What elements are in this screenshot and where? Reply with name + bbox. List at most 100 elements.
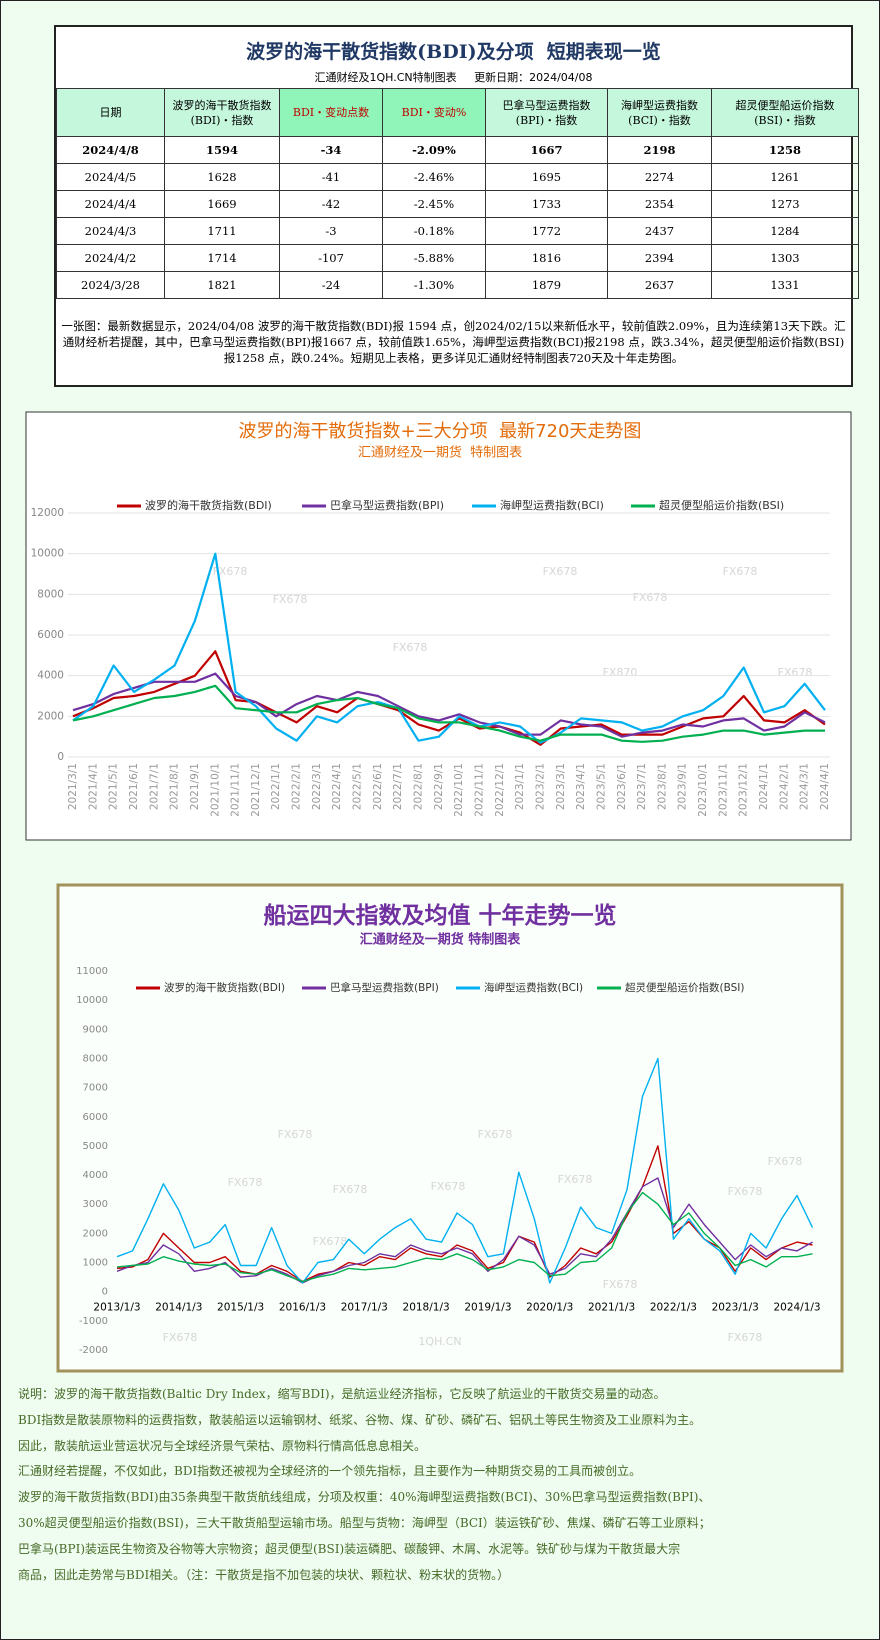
x-tick-label: 2019/1/3 [464, 1302, 511, 1314]
table-cell: 1258 [711, 136, 859, 164]
series-line [116, 1145, 813, 1283]
watermark: FX678 [313, 1235, 348, 1248]
y-tick-label: 6000 [83, 1112, 108, 1123]
footer-notes: 说明：波罗的海干散货指数(Baltic Dry Index，缩写BDI)，是航运… [18, 1385, 868, 1591]
legend-label: 超灵便型船运价指数(BSI) [659, 498, 784, 512]
legend-label: 海岬型运费指数(BCI) [500, 498, 604, 512]
y-tick-label: 6000 [37, 629, 64, 641]
x-tick-label: 2023/4/1 [575, 763, 587, 810]
series-line [116, 1191, 813, 1283]
header-text: 超灵便型船运价指数 [735, 98, 835, 112]
x-tick-label: 2023/3/1 [555, 763, 567, 810]
watermark: FX678 [728, 1331, 763, 1344]
legend-label: 巴拿马型运费指数(BPI) [330, 981, 439, 994]
footer-line: BDI指数是散装原物料的运费指数，散装船运以运输钢材、纸浆、谷物、煤、矿砂、磷矿… [18, 1412, 702, 1427]
x-tick-label: 2017/1/3 [341, 1302, 388, 1314]
x-tick-label: 2021/10/1 [209, 763, 221, 817]
series-line [116, 1057, 814, 1284]
x-tick-label: 2023/1/1 [514, 763, 526, 810]
data-row: 2024/3/28 1821 -24 -1.30% 1879 2637 1331 [56, 271, 859, 299]
y-tick-label: 12000 [31, 507, 64, 519]
x-tick-label: 2022/9/1 [433, 763, 445, 810]
series-line [72, 650, 826, 746]
y-tick-label: -2000 [79, 1345, 108, 1356]
header-cell: 巴拿马型运费指数 (BPI)・指数 [485, 88, 608, 137]
table-cell: -5.88% [382, 244, 486, 272]
header-text: 巴拿马型运费指数 [502, 98, 591, 112]
y-tick-label: 11000 [76, 966, 108, 977]
chart-title: 波罗的海干散货指数+三大分项 最新720天走势图 [239, 421, 642, 442]
x-tick-label: 2022/12/1 [494, 763, 506, 817]
watermark: FX678 [333, 1183, 368, 1196]
x-tick-label: 2021/7/1 [148, 763, 160, 810]
series-line [72, 552, 826, 744]
x-tick-label: 2021/12/1 [250, 763, 262, 817]
x-tick-label: 2023/8/1 [656, 763, 668, 810]
series-line [72, 684, 825, 743]
y-tick-label: 1000 [83, 1258, 108, 1269]
table-cell: -42 [279, 190, 383, 218]
header-text: (BSI)・指数 [754, 113, 816, 127]
table-cell: 2637 [607, 271, 712, 299]
table-cell: 2274 [607, 163, 712, 191]
table-cell: 1331 [711, 271, 859, 299]
watermark: FX870 [603, 666, 638, 679]
watermark: FX678 [213, 565, 248, 578]
x-tick-label: 2022/4/1 [331, 763, 343, 810]
y-tick-label: 0 [102, 1287, 108, 1298]
watermark: FX678 [431, 1180, 466, 1193]
watermark: FX678 [273, 593, 308, 606]
x-tick-label: 2022/11/1 [473, 763, 485, 817]
header-cell: 日期 [56, 88, 165, 137]
legend-label: 波罗的海干散货指数(BDI) [145, 498, 272, 512]
watermark: FX678 [228, 1176, 263, 1189]
y-tick-label: 10000 [76, 995, 108, 1006]
x-tick-label: 2016/1/3 [279, 1302, 326, 1314]
summary-panel: 波罗的海干散货指数(BDI)及分项 短期表现一览 汇通财经及1QH.CN特制图表… [54, 25, 859, 387]
x-tick-label: 2023/9/1 [677, 763, 689, 810]
x-tick-label: 2023/2/1 [534, 763, 546, 810]
y-tick-label: 2000 [83, 1228, 108, 1239]
header-cell: BDI・变动点数 [279, 88, 383, 137]
table-cell: -2.09% [382, 136, 486, 164]
summary-note: 一张图：最新数据显示，2024/04/08 波罗的海干散货指数(BDI)报 15… [61, 319, 846, 365]
x-tick-label: 2023/7/1 [636, 763, 648, 810]
table-cell: 1772 [485, 217, 608, 245]
y-tick-label: 4000 [83, 1170, 108, 1181]
table-cell: 1273 [711, 190, 859, 218]
table-cell: -41 [279, 163, 383, 191]
x-tick-label: 2015/1/3 [217, 1302, 264, 1314]
table-cell: -0.18% [382, 217, 486, 245]
table-cell: 2437 [607, 217, 712, 245]
table-cell: 2024/4/4 [56, 190, 165, 218]
table-cell: 2198 [607, 136, 712, 164]
x-tick-label: 2023/12/1 [738, 763, 750, 817]
table-cell: -24 [279, 271, 383, 299]
x-tick-label: 2024/1/3 [773, 1302, 820, 1314]
x-tick-label: 2022/10/1 [453, 763, 465, 817]
data-row: 2024/4/4 1669 -42 -2.45% 1733 2354 1273 [56, 190, 859, 218]
x-tick-label: 2022/1/1 [270, 763, 282, 810]
header-row: 日期 波罗的海干散货指数 (BDI)・指数 BDI・变动点数 BDI・变动% 巴拿马型运费… [56, 88, 859, 137]
table-cell: 1821 [164, 271, 280, 299]
watermark: FX678 [768, 1155, 803, 1168]
watermark: FX678 [728, 1185, 763, 1198]
header-text: 海岬型运费指数 [621, 98, 698, 112]
x-tick-label: 2023/10/1 [697, 763, 709, 817]
x-tick-label: 2022/5/1 [352, 763, 364, 810]
header-text: (BCI)・指数 [628, 113, 691, 127]
y-tick-label: 8000 [83, 1053, 108, 1064]
watermark: FX678 [393, 641, 428, 654]
x-tick-label: 2023/6/1 [616, 763, 628, 810]
x-tick-label: 2024/3/1 [799, 763, 811, 810]
x-tick-label: 2020/1/3 [526, 1302, 573, 1314]
y-tick-label: 3000 [83, 1199, 108, 1210]
table-cell: 2024/3/28 [56, 271, 165, 299]
header-text: 波罗的海干散货指数 [172, 98, 272, 112]
table-cell: 1628 [164, 163, 280, 191]
footer-line: 因此，散装航运业营运状况与全球经济景气荣枯、原物料行情高低息息相关。 [18, 1438, 427, 1453]
x-tick-label: 2018/1/3 [403, 1302, 450, 1314]
watermark: FX678 [478, 1128, 513, 1141]
